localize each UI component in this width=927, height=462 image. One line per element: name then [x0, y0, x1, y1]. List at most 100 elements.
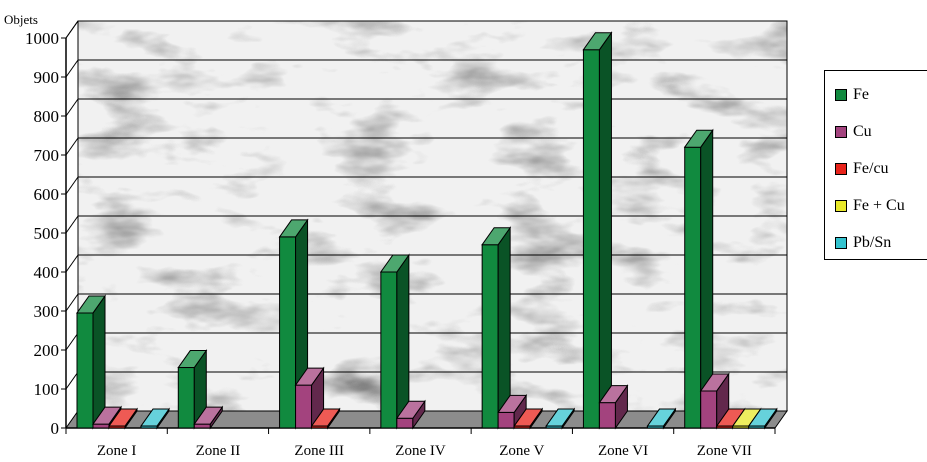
y-tick-label: 400 — [34, 263, 60, 282]
legend-item: Pb/Sn — [835, 233, 891, 253]
bar-front — [481, 244, 499, 429]
bar-top — [481, 227, 512, 246]
bar-top — [193, 406, 224, 425]
bar-top — [310, 408, 341, 427]
legend-label: Fe — [853, 86, 869, 103]
bar — [177, 348, 208, 430]
x-tick-label: Zone IV — [395, 443, 446, 459]
bar — [379, 253, 410, 430]
bar-top — [513, 408, 544, 427]
bar-front — [295, 384, 313, 429]
legend: Fe Cu Fe/cu Fe + Cu Pb/Sn — [824, 70, 927, 260]
legend-label: Fe + Cu — [853, 197, 905, 214]
bar-front — [279, 236, 297, 429]
legend-swatch — [835, 126, 847, 138]
bar-front — [92, 423, 110, 429]
bar — [683, 128, 714, 430]
bar-side — [92, 294, 106, 430]
bar-top — [140, 408, 170, 427]
y-tick-label: 300 — [34, 302, 60, 321]
bar-front — [380, 271, 398, 429]
bar-top — [177, 350, 208, 369]
bar — [76, 294, 106, 430]
y-tick-label: 800 — [34, 107, 60, 126]
bar — [545, 407, 576, 430]
bar — [108, 407, 138, 430]
legend-item: Fe — [835, 85, 869, 105]
bar-side — [396, 253, 410, 430]
gridline-side — [65, 332, 79, 351]
bar-top — [278, 219, 309, 238]
bar-front — [700, 390, 718, 429]
bar-front — [598, 402, 616, 429]
bar — [646, 407, 677, 430]
y-axis-top-edge — [65, 20, 79, 39]
bar — [294, 366, 325, 430]
bar — [310, 407, 341, 430]
y-tick-label: 700 — [34, 146, 60, 165]
bar-front — [684, 146, 702, 429]
gridline-side — [65, 98, 79, 117]
x-tick-label: Zone II — [196, 443, 241, 459]
bar-top — [582, 32, 613, 51]
legend-item: Fe + Cu — [835, 196, 905, 216]
gridlines — [61, 20, 787, 429]
bar-top — [497, 394, 528, 413]
gridline-side — [65, 254, 79, 273]
x-tick-label: Zone VI — [598, 443, 648, 459]
gridline-side — [65, 371, 79, 390]
legend-swatch — [835, 89, 847, 101]
bar-side — [598, 31, 612, 430]
y-tick-label: 1000 — [25, 29, 59, 48]
y-axis-label: Objets — [4, 12, 38, 27]
bar-top — [699, 373, 730, 392]
bar-front — [497, 411, 515, 429]
x-tick-label: Zone III — [294, 443, 344, 459]
bars — [76, 31, 778, 430]
legend-item: Fe/cu — [835, 159, 889, 179]
bar — [481, 226, 512, 430]
bar-front — [396, 417, 414, 429]
bar-top — [294, 367, 325, 386]
bar — [747, 407, 778, 430]
bar-front — [177, 367, 195, 429]
x-tick-label: Zone I — [97, 443, 137, 459]
bar-top — [598, 385, 629, 404]
bar — [395, 399, 426, 430]
x-tick-labels: Zone I Zone II Zone III Zone IV Zone V Zone V… — [97, 443, 752, 459]
bar-top — [379, 254, 410, 273]
bar — [598, 384, 629, 430]
gridline-side — [65, 176, 79, 195]
bar — [193, 405, 224, 430]
bar-top — [683, 129, 714, 148]
bar-top — [646, 408, 677, 427]
bar-top — [108, 408, 138, 427]
y-tick-labels: 0 100 200 300 400 500 600 700 800 900 1000 — [25, 29, 59, 438]
legend-label: Pb/Sn — [853, 234, 892, 251]
bar-top — [395, 400, 426, 419]
bar-front — [76, 312, 94, 429]
legend-label: Cu — [853, 123, 872, 140]
bar-top — [747, 408, 778, 427]
bar — [140, 407, 170, 430]
gridline-side — [65, 293, 79, 312]
floor-plane — [65, 410, 788, 429]
bar-top — [76, 295, 106, 314]
bar-top — [545, 408, 576, 427]
y-tick-label: 500 — [34, 224, 60, 243]
gridline-side — [65, 137, 79, 156]
y-tick-label: 200 — [34, 341, 60, 360]
y-tick-label: 0 — [51, 419, 60, 438]
y-tick-label: 900 — [34, 68, 60, 87]
x-tick-label: Zone VII — [697, 443, 752, 459]
legend-swatch — [835, 163, 847, 175]
legend-label: Fe/cu — [853, 160, 889, 177]
gridline-side — [65, 215, 79, 234]
legend-item: Cu — [835, 122, 872, 142]
bar-front — [193, 423, 211, 429]
chart-floor — [65, 410, 788, 429]
x-tick-label: Zone V — [499, 443, 544, 459]
y-tick-label: 600 — [34, 185, 60, 204]
bar-front — [582, 49, 600, 429]
